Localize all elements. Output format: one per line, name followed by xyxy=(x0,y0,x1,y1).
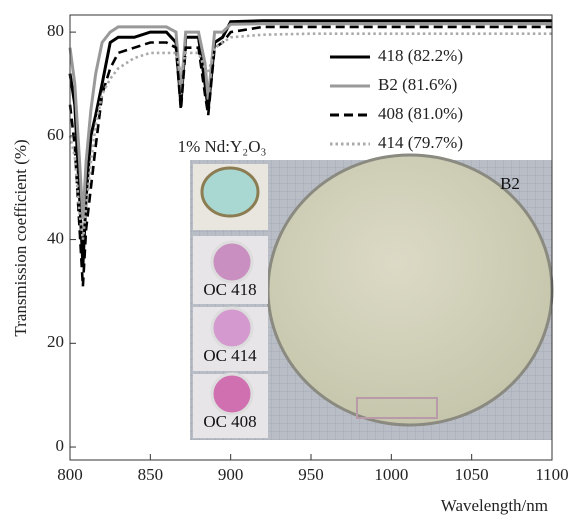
small-disc xyxy=(210,240,254,284)
y-tick-label: 80 xyxy=(47,21,64,40)
data-line xyxy=(68,25,552,287)
x-tick-label: 1000 xyxy=(374,465,408,484)
small-disc xyxy=(210,372,254,416)
x-tick-label: 850 xyxy=(138,465,164,484)
small-disc xyxy=(210,306,254,350)
y-tick-label: 40 xyxy=(47,228,64,247)
plot-layer xyxy=(68,19,552,287)
x-axis-label: Wavelength/nm xyxy=(441,496,548,515)
x-tick-label: 1100 xyxy=(535,465,568,484)
inset-photos: OC 418 OC 414 OC 408 B2 1% Nd:Y₂O₃ xyxy=(178,137,554,440)
legend-label: B2 (81.6%) xyxy=(378,75,457,94)
x-tick-label: 950 xyxy=(298,465,324,484)
photo-label: OC 408 xyxy=(203,412,256,431)
photo-label: B2 xyxy=(500,174,520,193)
x-tick-label: 900 xyxy=(218,465,244,484)
photo-detail xyxy=(356,397,438,419)
legend-label: 408 (81.0%) xyxy=(378,104,463,123)
data-line xyxy=(68,22,552,219)
inset-title: 1% Nd:Y₂O₃ xyxy=(178,137,267,156)
y-tick-label: 0 xyxy=(56,436,65,455)
x-tick-label: 800 xyxy=(57,465,83,484)
y-tick-label: 20 xyxy=(47,332,64,351)
photo-label: OC 414 xyxy=(203,346,257,365)
disc-photo xyxy=(266,153,554,427)
y-axis-label: Transmission coefficient (%) xyxy=(11,139,30,336)
photo-label: OC 418 xyxy=(203,280,256,299)
y-tick-label: 60 xyxy=(47,125,64,144)
small-disc xyxy=(200,166,260,218)
legend-label: 418 (82.2%) xyxy=(378,46,463,65)
legend-label: 414 (79.7%) xyxy=(378,133,463,152)
x-tick-label: 1050 xyxy=(455,465,489,484)
